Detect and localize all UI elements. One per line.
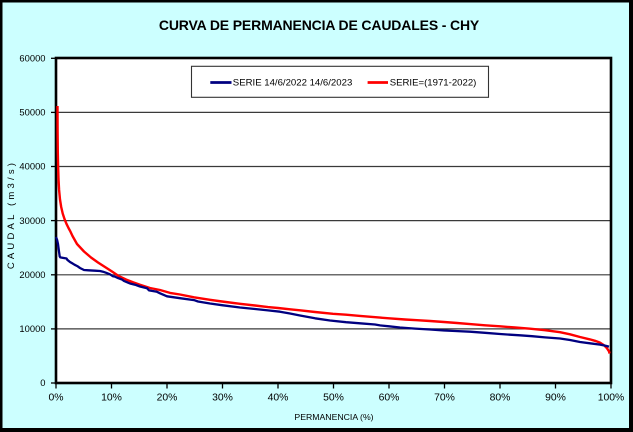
svg-text:40000: 40000 [19,161,45,172]
svg-text:70%: 70% [434,392,455,403]
svg-text:0%: 0% [48,392,63,403]
svg-text:PERMANENCIA (%): PERMANENCIA (%) [294,412,373,422]
svg-text:40%: 40% [268,392,289,403]
svg-text:SERIE 14/6/2022 14/6/2023: SERIE 14/6/2022 14/6/2023 [233,78,352,89]
svg-text:60%: 60% [379,392,400,403]
svg-text:10%: 10% [101,392,122,403]
svg-text:50000: 50000 [19,107,45,118]
svg-text:20000: 20000 [19,269,45,280]
svg-text:100%: 100% [598,392,625,403]
svg-text:SERIE=(1971-2022): SERIE=(1971-2022) [390,78,477,89]
svg-text:30%: 30% [212,392,233,403]
svg-text:10000: 10000 [19,323,45,334]
svg-text:CAUDAL (m3/s): CAUDAL (m3/s) [6,160,17,269]
svg-text:90%: 90% [545,392,566,403]
svg-text:20%: 20% [157,392,178,403]
svg-text:50%: 50% [323,392,344,403]
svg-text:80%: 80% [490,392,511,403]
svg-text:CURVA DE PERMANENCIA DE CAUDAL: CURVA DE PERMANENCIA DE CAUDALES - CHY [159,17,480,33]
svg-text:60000: 60000 [19,53,45,64]
svg-text:30000: 30000 [19,215,45,226]
svg-text:0: 0 [40,377,45,388]
